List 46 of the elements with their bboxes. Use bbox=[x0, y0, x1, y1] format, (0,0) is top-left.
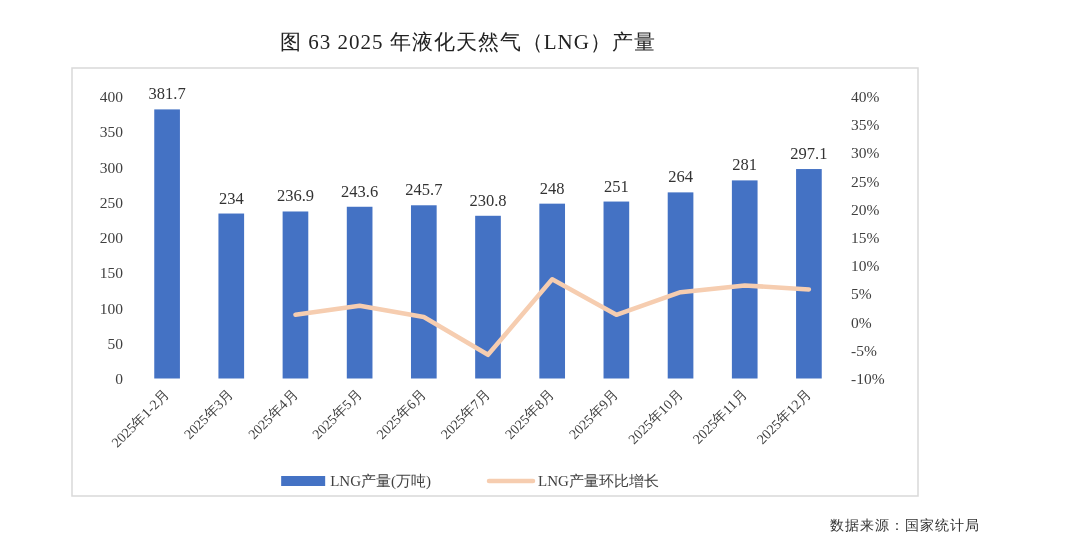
data-label: 230.8 bbox=[469, 190, 507, 210]
y2-tick-label: -10% bbox=[851, 370, 885, 387]
source-note: 数据来源：国家统计局 bbox=[830, 518, 980, 533]
y2-tick-label: 0% bbox=[851, 313, 872, 331]
bar bbox=[796, 169, 822, 379]
data-label: 248 bbox=[539, 178, 565, 198]
bar bbox=[154, 109, 180, 379]
data-label: 297.1 bbox=[790, 144, 828, 164]
bar bbox=[539, 203, 566, 379]
y2-tick-label: 15% bbox=[851, 229, 880, 246]
data-label: 234 bbox=[218, 188, 244, 208]
bar bbox=[218, 213, 245, 379]
data-label: 243.6 bbox=[341, 181, 379, 201]
bar bbox=[410, 205, 437, 379]
y-tick-label: 0 bbox=[115, 370, 124, 387]
y-tick-label: 100 bbox=[99, 299, 124, 317]
y-tick-label: 400 bbox=[99, 88, 124, 105]
y-tick-label: 200 bbox=[99, 229, 124, 246]
y2-tick-label: 20% bbox=[851, 200, 880, 218]
data-label: 264 bbox=[668, 167, 693, 187]
y-tick-label: 50 bbox=[107, 334, 124, 352]
data-label: 251 bbox=[603, 176, 629, 196]
y2-tick-label: 35% bbox=[851, 116, 880, 134]
bar bbox=[475, 215, 501, 379]
bar bbox=[346, 206, 373, 379]
y-tick-label: 350 bbox=[99, 123, 124, 141]
chart-title: 图 63 2025 年液化天然气（LNG）产量 bbox=[280, 30, 656, 54]
y2-tick-label: 40% bbox=[851, 88, 880, 105]
bar bbox=[603, 201, 630, 379]
bar bbox=[282, 211, 309, 379]
bar bbox=[731, 180, 758, 379]
y2-tick-label: -5% bbox=[851, 341, 877, 359]
data-label: 381.7 bbox=[148, 84, 186, 104]
y2-tick-label: 10% bbox=[851, 257, 880, 275]
data-label: 245.7 bbox=[405, 180, 443, 200]
y-tick-label: 150 bbox=[99, 264, 124, 282]
y-tick-label: 250 bbox=[99, 193, 124, 211]
bar bbox=[667, 192, 694, 379]
y-tick-label: 300 bbox=[99, 158, 124, 176]
y2-tick-label: 30% bbox=[851, 144, 880, 162]
y2-tick-label: 25% bbox=[851, 172, 880, 190]
legend-label: LNG产量环比增长 bbox=[538, 473, 659, 489]
data-label: 281 bbox=[732, 155, 758, 175]
legend-label: LNG产量(万吨) bbox=[330, 473, 431, 490]
y2-tick-label: 5% bbox=[851, 285, 872, 303]
data-label: 236.9 bbox=[276, 186, 315, 206]
